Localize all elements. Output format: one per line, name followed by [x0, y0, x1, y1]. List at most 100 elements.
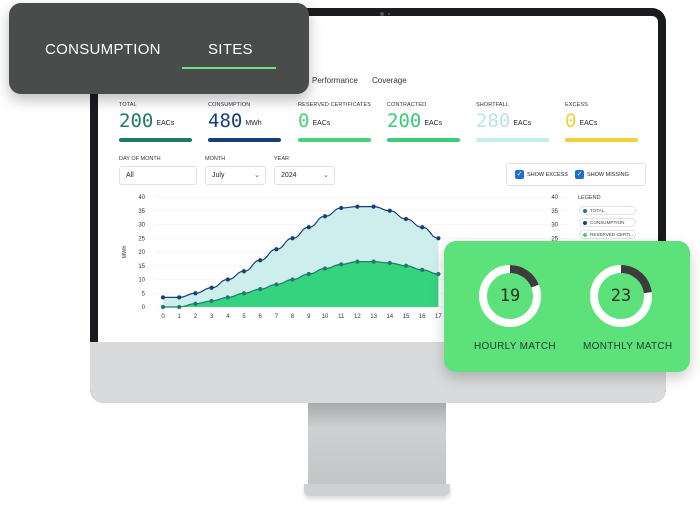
data-point-total	[177, 304, 182, 310]
year-value: 2024	[281, 172, 297, 179]
legend-dot	[583, 221, 587, 225]
monthly-match-ring-progress	[620, 265, 652, 294]
legend-label: CONSUMPTION	[590, 220, 625, 225]
data-point-total	[241, 291, 247, 296]
data-point-consumption	[258, 258, 263, 263]
year-select[interactable]: 2024 ⌄	[274, 166, 335, 185]
tab-coverage[interactable]: Coverage	[372, 76, 407, 85]
data-point-consumption	[306, 225, 311, 230]
stat-contracted: CONTRACTED 200 EACs	[387, 102, 463, 142]
energy-chart: 00551010151520202525303035354040MWh01234…	[122, 195, 568, 320]
data-point-total	[290, 277, 295, 282]
day-input[interactable]: All	[119, 166, 197, 185]
data-point-consumption	[177, 295, 182, 300]
active-tab-underline	[182, 67, 276, 69]
stat-value: 200	[119, 110, 154, 132]
y-tick-label-right: 40	[551, 195, 558, 201]
x-tick-label: 10	[322, 314, 329, 320]
year-label: YEAR	[274, 156, 289, 162]
tab-consumption[interactable]: CONSUMPTION	[45, 41, 161, 58]
stat-label: EXCESS	[565, 102, 588, 108]
stat-reserved-certificates: RESERVED CERTIFICATES 0 EACs	[298, 102, 374, 142]
legend-item-reserved[interactable]: RESERVED CERTI...	[579, 230, 636, 239]
x-tick-label: 4	[226, 314, 230, 320]
stat-value: 480	[208, 110, 243, 132]
stat-value: 280	[476, 110, 511, 132]
data-point-consumption	[209, 285, 214, 290]
chevron-down-icon: ⌄	[254, 172, 260, 179]
stat-shortfall: SHORTFALL 280 EACs	[476, 102, 552, 142]
legend-dot	[583, 233, 587, 237]
x-tick-label: 15	[403, 314, 410, 320]
legend-item-consumption[interactable]: CONSUMPTION	[579, 218, 636, 227]
y-tick-label: 5	[142, 291, 146, 297]
tab-performance[interactable]: Performance	[312, 76, 358, 85]
x-tick-label: 5	[242, 314, 246, 320]
month-select[interactable]: July ⌄	[205, 166, 266, 185]
hourly-match-ring-progress	[509, 265, 539, 288]
x-tick-label: 2	[194, 314, 198, 320]
tab-sites[interactable]: SITES	[208, 41, 253, 58]
y-tick-label: 20	[138, 250, 145, 256]
month-value: July	[212, 172, 225, 179]
stat-label: TOTAL	[119, 102, 137, 108]
stat-bar	[119, 138, 192, 142]
data-point-total	[193, 301, 198, 306]
match-card: 19 23 HOURLY MATCH MONTHLY MATCH	[444, 241, 690, 372]
show-excess-label: SHOW EXCESS	[527, 172, 568, 178]
stat-excess: EXCESS 0 EACs	[565, 102, 641, 142]
data-point-total	[160, 304, 166, 310]
data-point-consumption	[193, 291, 198, 296]
chevron-down-icon: ⌄	[323, 172, 329, 179]
y-tick-label-right: 30	[551, 223, 558, 229]
data-point-total	[209, 298, 214, 304]
y-tick-label-right: 35	[551, 209, 558, 215]
sensor-icon	[388, 13, 390, 15]
data-point-total	[258, 287, 263, 292]
data-point-total	[339, 262, 344, 267]
show-excess-checkbox[interactable]: ✓	[515, 170, 524, 179]
y-tick-label: 35	[138, 209, 145, 215]
x-tick-label: 16	[419, 314, 426, 320]
stat-value: 0	[298, 110, 310, 132]
stat-bar	[565, 138, 638, 142]
stat-value: 200	[387, 110, 422, 132]
checkbox-group: ✓ SHOW EXCESS ✓ SHOW MISSING	[506, 163, 646, 186]
data-point-consumption	[420, 225, 425, 230]
x-tick-label: 13	[370, 314, 377, 320]
stat-value: 0	[565, 110, 577, 132]
data-point-total	[387, 260, 392, 266]
y-tick-label: 25	[138, 236, 145, 242]
stat-label: RESERVED CERTIFICATES	[298, 102, 372, 108]
stat-bar	[208, 138, 281, 142]
show-missing-checkbox[interactable]: ✓	[575, 170, 584, 179]
stat-unit: EACs	[579, 120, 598, 127]
legend-label: RESERVED CERTI...	[590, 232, 634, 237]
stat-unit: EACs	[513, 120, 532, 127]
data-point-consumption	[339, 205, 344, 211]
hourly-match-label: HOURLY MATCH	[474, 341, 556, 352]
x-tick-label: 0	[161, 314, 165, 320]
data-point-consumption	[241, 269, 247, 274]
y-tick-label-right: 25	[551, 236, 558, 242]
x-tick-label: 12	[354, 314, 361, 320]
data-point-total	[436, 271, 441, 277]
data-point-total	[403, 263, 409, 268]
x-tick-label: 9	[307, 314, 311, 320]
stat-label: SHORTFALL	[476, 102, 509, 108]
x-tick-label: 17	[435, 314, 442, 320]
monitor-base	[304, 484, 450, 496]
data-point-total	[322, 266, 328, 271]
x-tick-label: 3	[210, 314, 214, 320]
data-point-consumption	[371, 204, 376, 209]
data-point-consumption	[436, 236, 441, 241]
y-tick-label: 10	[138, 278, 145, 284]
data-point-consumption	[322, 214, 328, 219]
area-total	[163, 261, 439, 307]
legend-label: TOTAL	[590, 208, 605, 213]
data-point-total	[420, 267, 425, 272]
stat-total: TOTAL 200 EACs	[119, 102, 195, 142]
stat-bar	[476, 138, 549, 142]
legend-item-total[interactable]: TOTAL	[579, 206, 636, 215]
monitor-stand	[308, 403, 446, 487]
